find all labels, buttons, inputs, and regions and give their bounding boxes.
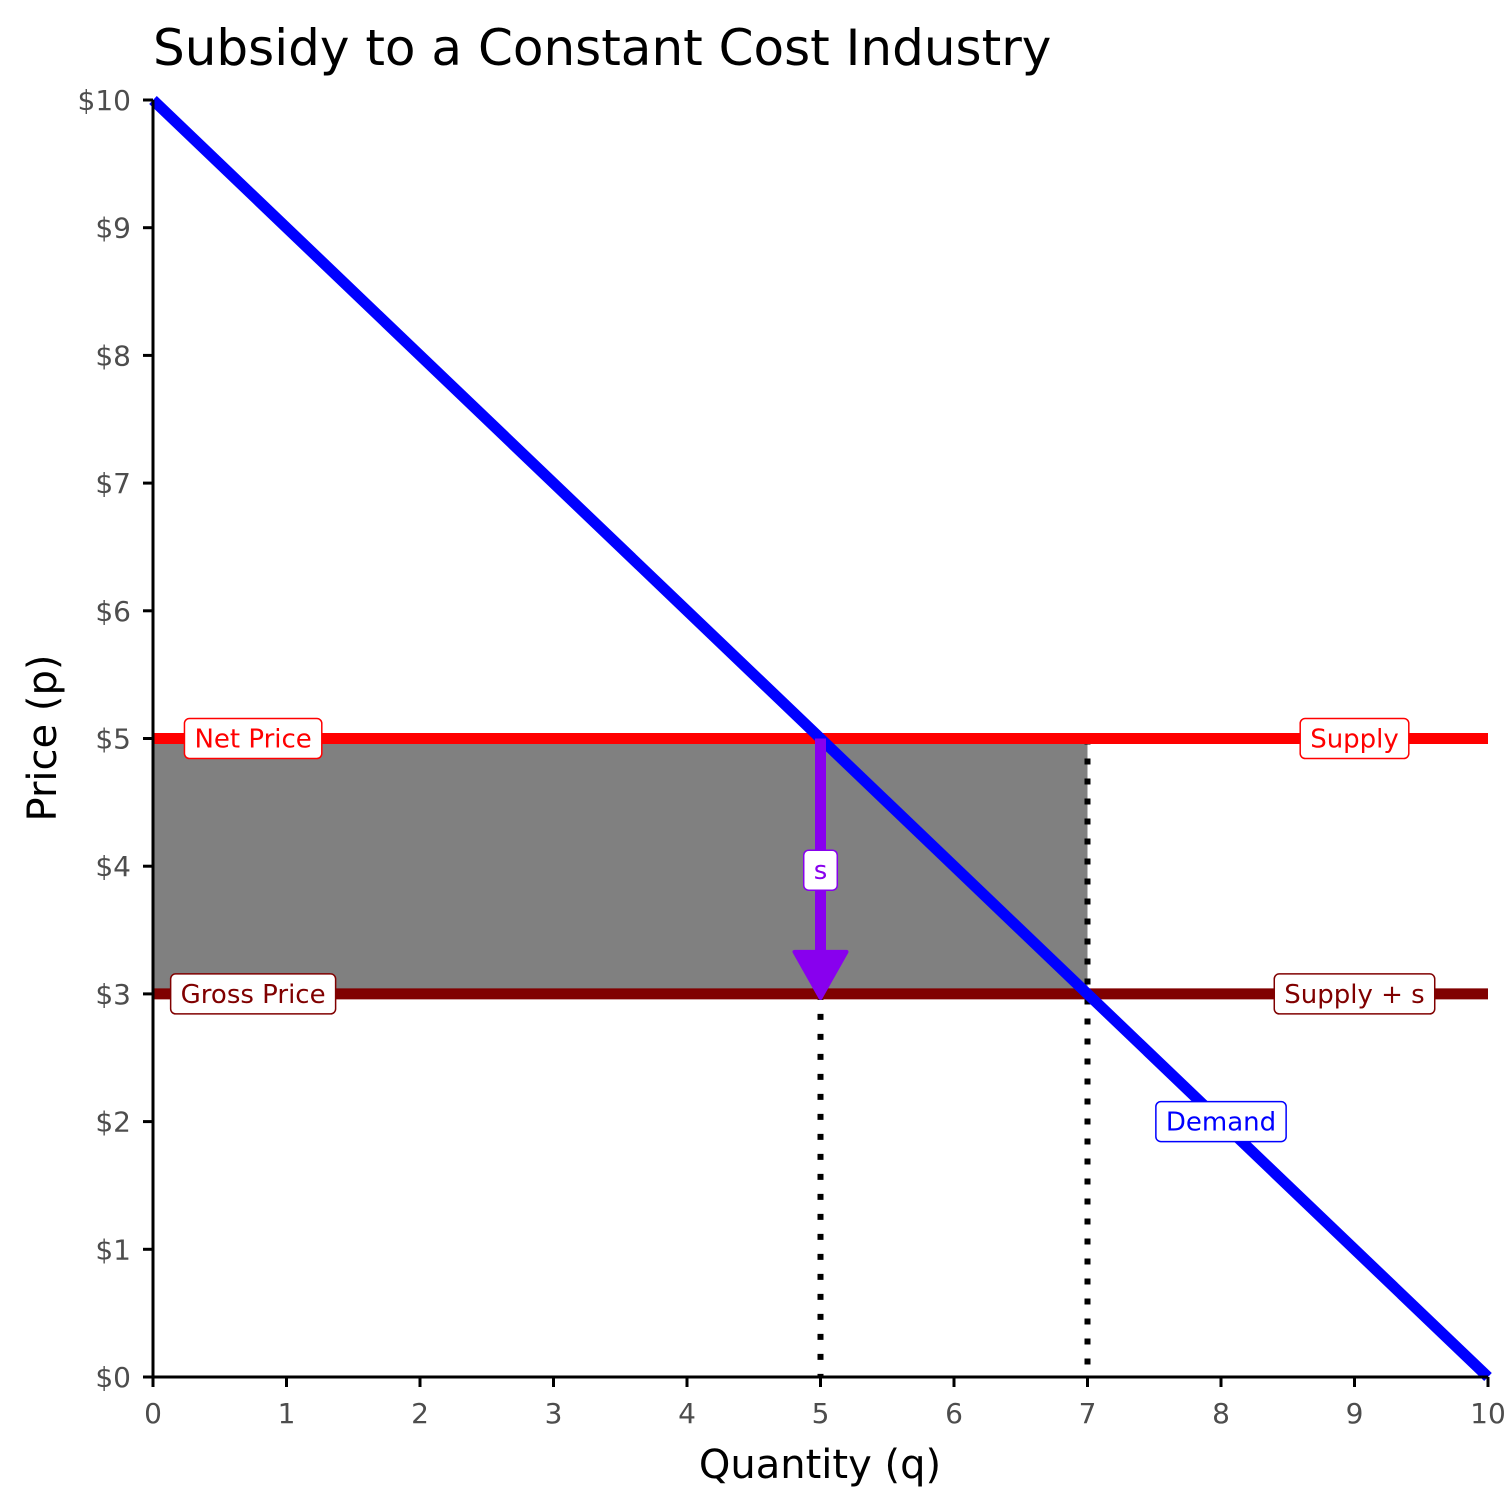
x-tick-label: 4 — [678, 1397, 696, 1430]
x-tick-label: 8 — [1212, 1397, 1230, 1430]
chart-title: Subsidy to a Constant Cost Industry — [153, 19, 1051, 77]
label-subsidy-s-box — [802, 849, 839, 891]
label-gross-price: Gross Price — [169, 973, 337, 1015]
x-tick-label: 7 — [1079, 1397, 1097, 1430]
y-tick-label: $9 — [95, 212, 131, 245]
label-net-price-text: Net Price — [194, 725, 311, 755]
label-subsidy-s: s — [802, 849, 839, 891]
label-supply-s: Supply + s — [1273, 973, 1436, 1015]
label-subsidy-s-text: s — [814, 856, 828, 886]
plot-area — [149, 96, 1492, 1381]
y-tick-label: $1 — [95, 1233, 131, 1266]
y-tick-label: $8 — [95, 339, 131, 372]
label-gross-price-box — [169, 973, 337, 1015]
y-tick-label: $10 — [78, 84, 131, 117]
x-tick-label: 0 — [144, 1397, 162, 1430]
y-tick-label: $0 — [95, 1361, 131, 1394]
x-tick-label: 9 — [1346, 1397, 1364, 1430]
label-demand-text: Demand — [1166, 1108, 1276, 1138]
label-demand-box — [1155, 1100, 1287, 1143]
annotations: Net Price Supply Gross Price Supply + s Dema… — [169, 717, 1436, 1143]
shaded-area — [153, 738, 1088, 994]
label-supply-text: Supply — [1310, 725, 1399, 755]
label-supply-s-box — [1273, 973, 1436, 1015]
subsidy-arrow-head — [792, 949, 849, 1000]
label-net-price: Net Price — [183, 717, 323, 760]
y-tick-label: $2 — [95, 1106, 131, 1139]
x-tick-label: 6 — [945, 1397, 963, 1430]
label-demand: Demand — [1155, 1100, 1287, 1143]
axes: 0 1 2 3 4 5 6 7 8 9 10 $0 $1 $2 $3 $4 $5 $6 $7 $8 $9 $10 — [78, 84, 1506, 1430]
label-supply-box — [1299, 717, 1410, 760]
x-tick-label: 1 — [278, 1397, 296, 1430]
label-gross-price-text: Gross Price — [181, 980, 326, 1010]
label-net-price-box — [183, 717, 323, 760]
y-tick-label: $5 — [95, 723, 131, 756]
label-supply-s-text: Supply + s — [1284, 980, 1424, 1010]
y-tick-label: $6 — [95, 595, 131, 628]
x-tick-label: 10 — [1470, 1397, 1506, 1430]
y-tick-label: $4 — [95, 850, 131, 883]
y-tick-label: $7 — [95, 467, 131, 500]
x-axis-title: Quantity (q) — [699, 1442, 941, 1488]
x-tick-label: 2 — [411, 1397, 429, 1430]
x-tick-label: 5 — [812, 1397, 830, 1430]
y-axis-title: Price (p) — [20, 655, 66, 822]
x-tick-label: 3 — [545, 1397, 563, 1430]
label-supply: Supply — [1299, 717, 1410, 760]
y-tick-label: $3 — [95, 978, 131, 1011]
